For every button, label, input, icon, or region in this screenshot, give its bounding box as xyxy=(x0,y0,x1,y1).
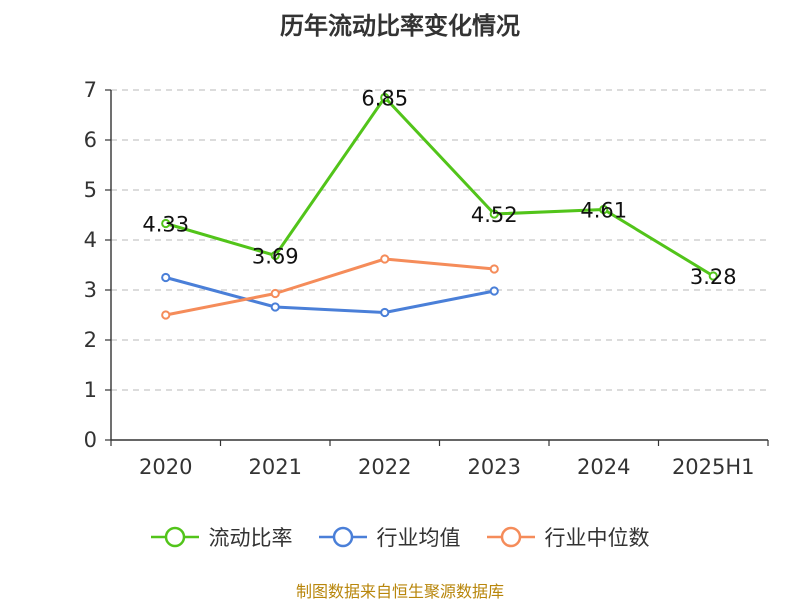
legend-label: 流动比率 xyxy=(208,526,293,550)
source-note: 制图数据来自恒生聚源数据库 xyxy=(295,582,504,601)
data-label: 6.85 xyxy=(361,87,408,111)
data-point xyxy=(270,302,280,312)
y-tick-label: 4 xyxy=(84,228,97,252)
x-tick-label: 2021 xyxy=(249,455,302,479)
series-line-1 xyxy=(165,276,495,314)
y-tick-label: 2 xyxy=(84,328,97,352)
data-point xyxy=(599,204,609,215)
y-tick-label: 1 xyxy=(84,378,97,402)
data-point xyxy=(489,209,499,219)
series-line-2 xyxy=(165,257,495,317)
legend-item-industry-median[interactable]: 行业中位数 xyxy=(486,522,650,552)
x-tick-label: 2025H1 xyxy=(672,455,755,479)
legend-swatch-orange xyxy=(486,526,535,548)
data-point xyxy=(161,272,171,283)
data-point xyxy=(380,254,390,264)
y-tick-label: 0 xyxy=(84,428,97,452)
data-point xyxy=(380,307,390,318)
y-tick-label: 7 xyxy=(84,78,97,102)
x-tick-label: 2023 xyxy=(468,455,521,479)
data-point xyxy=(270,250,280,261)
legend-item-industry-mean[interactable]: 行业均值 xyxy=(318,522,461,552)
legend-swatch-blue xyxy=(318,526,367,548)
y-tick-label: 3 xyxy=(84,278,97,302)
y-tick-label: 5 xyxy=(84,178,97,202)
data-point xyxy=(270,288,280,299)
y-tick-label: 6 xyxy=(84,128,97,152)
series-line-0 xyxy=(165,96,715,278)
data-point xyxy=(489,264,499,274)
data-label: 3.69 xyxy=(252,245,299,269)
legend-label: 行业均值 xyxy=(376,526,461,550)
x-tick-label: 2020 xyxy=(139,455,192,479)
data-label: 3.28 xyxy=(690,265,737,289)
data-point xyxy=(489,286,499,296)
legend-swatch-green xyxy=(150,526,199,548)
data-point xyxy=(161,310,171,320)
data-point xyxy=(161,218,171,229)
data-label: 4.61 xyxy=(580,199,627,223)
data-point xyxy=(380,92,390,103)
legend: 流动比率 行业均值 行业中位数 xyxy=(0,522,800,552)
x-tick-label: 2024 xyxy=(577,455,630,479)
legend-label: 行业中位数 xyxy=(544,526,650,550)
data-point xyxy=(708,271,718,281)
legend-item-current-ratio[interactable]: 流动比率 xyxy=(150,522,293,552)
data-label: 4.33 xyxy=(142,213,189,237)
data-label: 4.52 xyxy=(471,203,518,227)
chart-title: 历年流动比率变化情况 xyxy=(280,12,520,40)
x-tick-label: 2022 xyxy=(358,455,411,479)
